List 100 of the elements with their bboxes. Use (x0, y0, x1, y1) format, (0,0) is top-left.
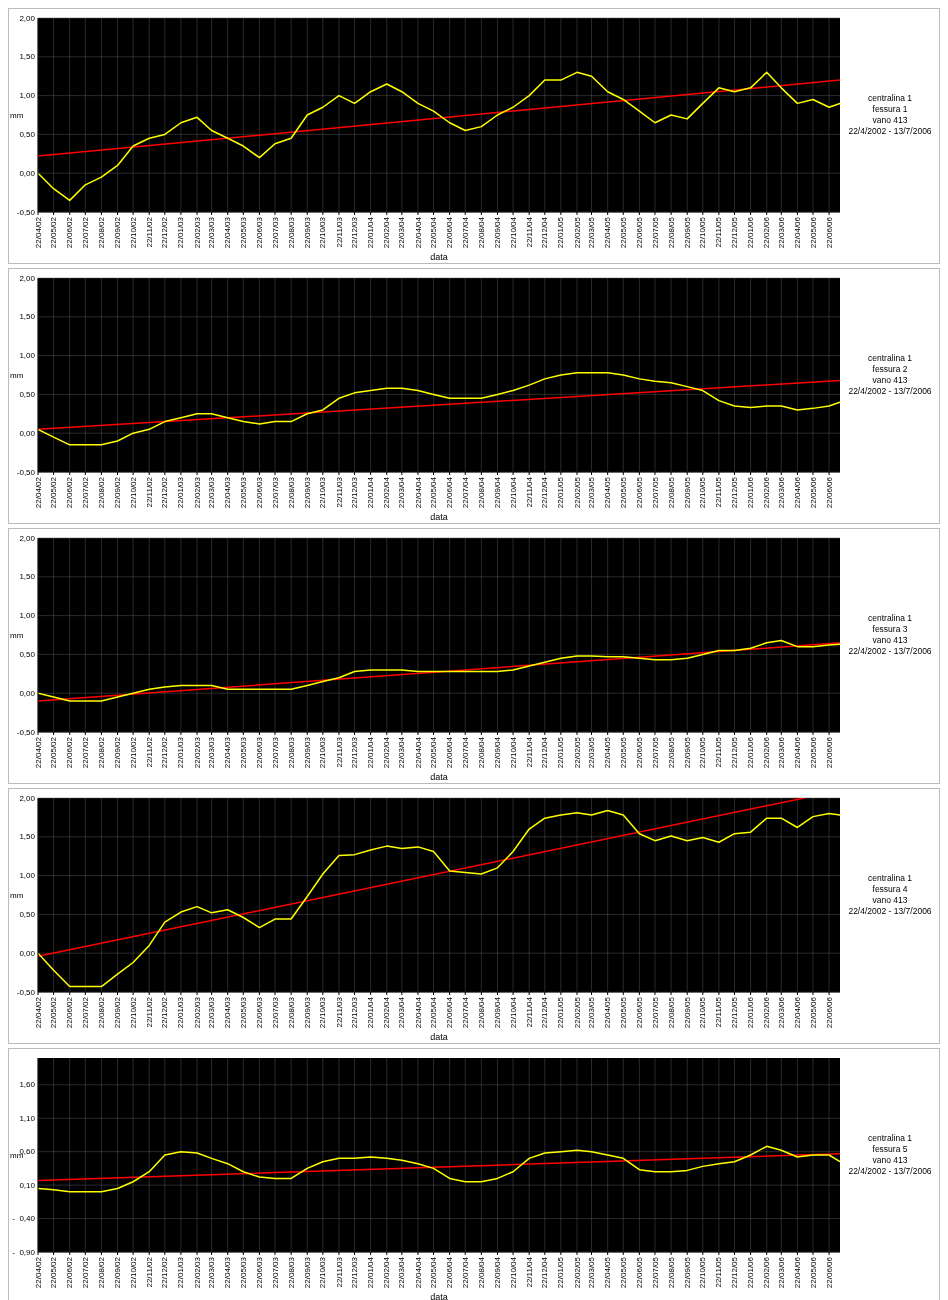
x-tick-label: 22/08/03 (286, 996, 296, 1029)
x-tick-label: 22/09/03 (302, 1256, 312, 1289)
x-tick-label: 22/06/05 (634, 736, 644, 769)
y-tick-label: 1,50 (19, 572, 36, 582)
x-tick-label: 22/01/04 (366, 1256, 376, 1289)
text: centralina 1 (868, 1133, 913, 1144)
x-tick-label: 22/10/03 (318, 996, 328, 1029)
x-tick-label: 22/03/03 (207, 476, 217, 509)
x-tick-label: 22/02/05 (572, 736, 582, 769)
x-tick-label: 22/11/05 (714, 736, 724, 768)
x-tick-label: 22/04/03 (223, 996, 233, 1029)
y-tick-label: 1,60 (19, 1080, 36, 1090)
x-tick-label: 22/04/05 (603, 736, 613, 769)
x-tick-label: 22/06/04 (445, 996, 455, 1029)
x-tick-label: 22/01/05 (556, 996, 566, 1029)
x-tick-label: 22/10/04 (508, 736, 518, 769)
y-tick-label: 0,00 (19, 948, 36, 958)
x-tick-label: 22/06/04 (445, 476, 455, 509)
y-tick-label: 1,00 (19, 871, 36, 881)
x-tick-label: 22/12/05 (730, 736, 740, 769)
x-tick-label: 22/05/02 (49, 216, 59, 249)
x-tick-label: 22/07/02 (80, 1256, 90, 1289)
x-tick-label: 22/03/06 (776, 736, 786, 769)
x-tick-label: 22/04/04 (413, 736, 423, 769)
x-tick-label: 22/05/02 (49, 1256, 59, 1289)
x-tick-label: 22/09/02 (113, 736, 123, 769)
x-tick-label: 22/02/03 (192, 736, 202, 769)
x-tick-label: 22/06/03 (254, 996, 264, 1029)
y-tick-label: 0,50 (19, 649, 36, 659)
x-tick-label: 22/08/03 (286, 736, 296, 769)
x-tick-label: 22/10/04 (508, 476, 518, 509)
x-tick-label: 22/08/04 (476, 996, 486, 1029)
text: fessura 3 (872, 624, 908, 635)
y-tick-label: 0,50 (19, 129, 36, 139)
x-tick-label: 22/03/06 (776, 216, 786, 249)
x-tick-label: 22/08/03 (286, 476, 296, 509)
x-tick-label: 22/04/02 (33, 736, 43, 769)
x-tick-label: 22/07/04 (460, 736, 470, 769)
x-tick-label: 22/08/02 (96, 996, 106, 1029)
x-tick-label: 22/01/04 (366, 216, 376, 249)
x-tick-label: 22/09/05 (682, 216, 692, 249)
x-axis-title: data (430, 1032, 448, 1042)
x-tick-label: 22/04/04 (413, 996, 423, 1029)
x-tick-label: 22/10/02 (128, 1256, 138, 1289)
x-tick-label: 22/01/03 (176, 996, 186, 1029)
y-axis-title: mm (10, 890, 24, 900)
x-tick-label: 22/06/05 (634, 1256, 644, 1289)
x-tick-label: 22/06/06 (824, 996, 834, 1029)
text: centralina 1 (868, 873, 913, 884)
x-tick-label: 22/01/05 (556, 216, 566, 249)
x-tick-label: 22/04/05 (603, 1256, 613, 1289)
x-tick-label: 22/09/05 (682, 1256, 692, 1289)
x-tick-label: 22/03/04 (397, 476, 407, 509)
x-tick-label: 22/05/04 (429, 736, 439, 769)
x-tick-label: 22/02/06 (762, 736, 772, 769)
x-tick-label: 22/08/04 (476, 1256, 486, 1289)
x-tick-label: 22/05/03 (238, 1256, 248, 1289)
x-tick-label: 22/01/06 (746, 216, 756, 249)
x-tick-label: 22/10/05 (698, 1256, 708, 1289)
x-tick-label: 22/06/03 (254, 1256, 264, 1289)
x-tick-label: 22/04/02 (33, 216, 43, 249)
x-tick-label: 22/07/05 (650, 216, 660, 249)
x-tick-label: 22/01/03 (176, 216, 186, 249)
x-tick-label: 22/03/06 (776, 996, 786, 1029)
y-tick-label: 0,50 (19, 389, 36, 399)
x-tick-label: 22/09/04 (493, 476, 503, 509)
x-tick-label: 22/12/02 (160, 1256, 170, 1289)
x-tick-label: 22/12/04 (540, 476, 550, 509)
x-tick-label: 22/05/06 (808, 216, 818, 249)
x-tick-label: 22/03/03 (207, 1256, 217, 1289)
x-tick-label: 22/11/02 (144, 216, 154, 248)
x-tick-label: 22/09/02 (113, 476, 123, 509)
x-tick-label: 22/06/02 (65, 476, 75, 509)
x-tick-label: 22/05/03 (238, 476, 248, 509)
text: 22/4/2002 - 13/7/2006 (848, 386, 932, 397)
x-tick-label: 22/05/04 (429, 476, 439, 509)
x-tick-label: 22/05/05 (618, 996, 628, 1029)
x-tick-label: 22/10/05 (698, 996, 708, 1029)
x-tick-label: 22/02/06 (762, 1256, 772, 1289)
x-tick-label: 22/10/05 (698, 736, 708, 769)
x-tick-label: 22/11/05 (714, 216, 724, 248)
x-tick-label: 22/06/04 (445, 216, 455, 249)
x-tick-label: 22/02/05 (572, 996, 582, 1029)
x-tick-label: 22/06/02 (65, 1256, 75, 1289)
x-tick-label: 22/12/03 (350, 476, 360, 509)
x-tick-label: 22/02/06 (762, 476, 772, 509)
x-tick-label: 22/07/04 (460, 1256, 470, 1289)
text: 22/4/2002 - 13/7/2006 (848, 906, 932, 917)
x-tick-label: 22/08/04 (476, 476, 486, 509)
x-tick-label: 22/02/06 (762, 216, 772, 249)
x-tick-label: 22/11/05 (714, 996, 724, 1028)
x-tick-label: 22/01/05 (556, 476, 566, 509)
x-tick-label: 22/01/03 (176, 1256, 186, 1289)
x-tick-label: 22/04/06 (792, 216, 802, 249)
x-tick-label: 22/07/02 (80, 736, 90, 769)
x-axis-title: data (430, 772, 448, 782)
text: vano 413 (872, 375, 908, 386)
x-tick-label: 22/05/02 (49, 476, 59, 509)
x-tick-label: 22/10/05 (698, 476, 708, 509)
x-tick-label: 22/02/03 (192, 216, 202, 249)
